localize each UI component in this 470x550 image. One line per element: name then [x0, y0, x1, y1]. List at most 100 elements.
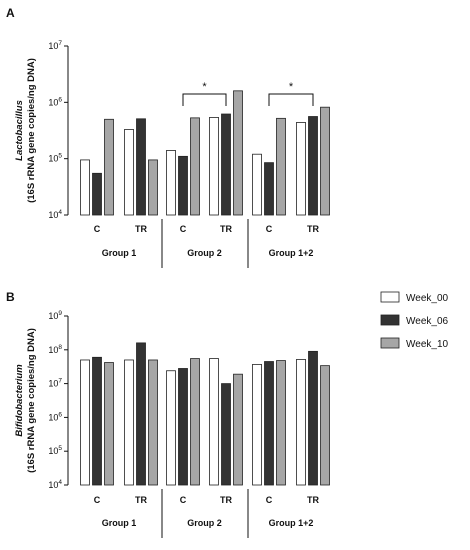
bar-week-06 [92, 172, 102, 216]
y-tick-exponent: 6 [58, 411, 62, 418]
y-tick-exponent: 6 [58, 96, 62, 103]
x-tick-label: C [180, 495, 187, 505]
bar-week-06 [178, 368, 188, 486]
bar-week-10 [320, 106, 330, 216]
bar-week-00 [252, 153, 262, 216]
y-tick-base: 10 [48, 97, 58, 107]
bar-week-00 [209, 358, 219, 486]
significance-star: * [289, 81, 294, 93]
y-tick-exponent: 4 [58, 209, 62, 216]
legend-label: Week_06 [406, 316, 449, 327]
legend-label: Week_00 [406, 293, 449, 304]
x-tick-label: C [94, 495, 101, 505]
y-axis-label-units: (16S rRNA gene copies/ng DNA) [26, 328, 37, 473]
x-tick-label: TR [135, 495, 147, 505]
bar-week-10 [276, 360, 286, 486]
y-tick-exponent: 5 [58, 153, 62, 160]
bar-week-00 [80, 359, 90, 486]
y-tick-base: 10 [48, 446, 58, 456]
bar-week-00 [166, 370, 176, 486]
x-tick-label: C [266, 224, 273, 234]
y-tick-label: 106 [48, 411, 62, 422]
y-tick-base: 10 [48, 154, 58, 164]
group-label: Group 1+2 [269, 518, 314, 528]
group-label: Group 1+2 [269, 248, 314, 258]
y-tick-exponent: 9 [58, 310, 62, 317]
bar-week-06 [308, 116, 318, 216]
bar-week-06 [136, 118, 146, 216]
bar-week-00 [124, 359, 134, 486]
bar-week-06 [136, 342, 146, 486]
bar-week-00 [209, 117, 219, 216]
bar-week-00 [296, 358, 306, 486]
y-tick-label: 104 [48, 209, 62, 220]
significance-star: * [202, 81, 207, 93]
bar-week-10 [233, 90, 243, 216]
bar-week-10 [233, 373, 243, 486]
bar-week-10 [148, 359, 158, 486]
significance-bracket [268, 93, 314, 106]
y-tick-label: 107 [48, 40, 62, 51]
y-tick-exponent: 7 [58, 378, 62, 385]
y-axis-label-units: (16S rRNA gene copies/ng DNA) [26, 58, 37, 203]
bar-week-06 [92, 356, 102, 486]
legend-swatch-week-10 [380, 337, 400, 349]
significance-bracket [182, 93, 227, 106]
group-label: Group 2 [187, 248, 222, 258]
y-tick-exponent: 8 [58, 344, 62, 351]
x-tick-label: C [266, 495, 273, 505]
bar-week-10 [104, 118, 114, 216]
x-tick-label: C [180, 224, 187, 234]
bar-week-10 [320, 365, 330, 486]
panel-letter: B [6, 290, 15, 304]
y-tick-base: 10 [48, 412, 58, 422]
bar-week-10 [190, 117, 200, 216]
y-tick-label: 108 [48, 344, 62, 355]
x-tick-label: TR [220, 495, 232, 505]
x-tick-label: TR [307, 224, 319, 234]
y-tick-label: 105 [48, 153, 62, 164]
legend-label: Week_10 [406, 339, 449, 350]
bar-week-10 [104, 362, 114, 486]
x-tick-label: TR [307, 495, 319, 505]
group-label: Group 1 [102, 248, 137, 258]
bar-week-00 [166, 150, 176, 216]
bar-week-00 [80, 159, 90, 216]
y-axis-label-organism: Bifidobacterium [14, 364, 25, 437]
bar-week-06 [264, 361, 274, 486]
y-tick-base: 10 [48, 311, 58, 321]
bar-week-10 [190, 358, 200, 486]
bar-week-06 [308, 350, 318, 486]
y-tick-base: 10 [48, 345, 58, 355]
group-label: Group 1 [102, 518, 137, 528]
y-tick-label: 104 [48, 479, 62, 490]
bar-week-10 [148, 159, 158, 216]
y-tick-base: 10 [48, 379, 58, 389]
y-tick-exponent: 5 [58, 445, 62, 452]
bar-week-06 [264, 162, 274, 216]
bar-week-00 [124, 129, 134, 216]
y-tick-label: 106 [48, 96, 62, 107]
y-tick-base: 10 [48, 210, 58, 220]
y-tick-exponent: 4 [58, 479, 62, 486]
legend-swatch-week-00 [380, 291, 400, 303]
bar-week-00 [252, 363, 262, 486]
x-tick-label: TR [135, 224, 147, 234]
y-tick-base: 10 [48, 480, 58, 490]
x-tick-label: C [94, 224, 101, 234]
group-label: Group 2 [187, 518, 222, 528]
y-tick-label: 105 [48, 445, 62, 456]
x-tick-label: TR [220, 224, 232, 234]
bar-week-06 [221, 113, 231, 216]
bar-week-10 [276, 117, 286, 216]
y-tick-base: 10 [48, 41, 58, 51]
y-tick-label: 107 [48, 378, 62, 389]
y-axis-label-organism: Lactobacillus [14, 100, 25, 161]
bar-week-00 [296, 122, 306, 216]
panel-letter: A [6, 6, 15, 20]
bar-week-06 [221, 383, 231, 486]
bar-week-06 [178, 155, 188, 216]
y-tick-exponent: 7 [58, 40, 62, 47]
y-tick-label: 109 [48, 310, 62, 321]
